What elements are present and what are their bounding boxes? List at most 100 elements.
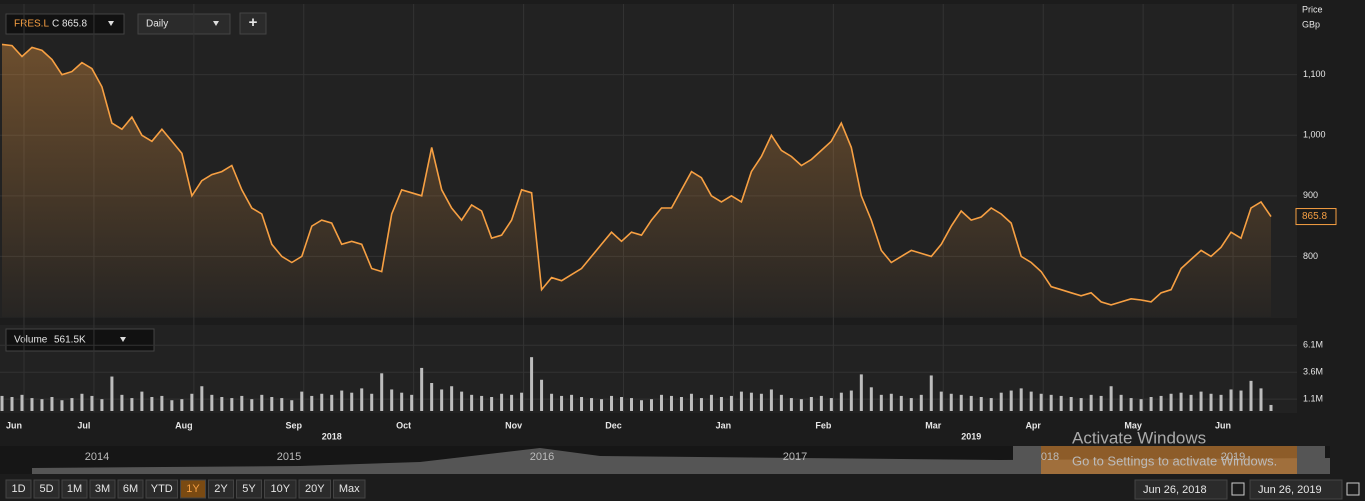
volume-bar xyxy=(230,398,234,411)
volume-bar xyxy=(340,390,344,411)
volume-bar xyxy=(1229,389,1233,411)
x-tick-label: Oct xyxy=(396,420,411,430)
volume-bar xyxy=(669,395,673,411)
range-button[interactable] xyxy=(145,479,178,499)
volume-bar xyxy=(739,391,743,411)
volume-bar xyxy=(10,397,14,411)
volume-bar xyxy=(859,374,863,411)
interval: Daily xyxy=(146,19,168,30)
volume-bar xyxy=(1199,391,1203,411)
x-tick-label: Jun xyxy=(6,420,22,430)
add: + xyxy=(249,14,258,31)
navigator-handle[interactable] xyxy=(1297,446,1325,474)
x-tick-label: May xyxy=(1124,420,1142,430)
calendar-icon[interactable] xyxy=(1231,482,1245,496)
volume-bar xyxy=(0,395,4,411)
range-button-label: 6M xyxy=(123,483,138,495)
date-field[interactable] xyxy=(1134,479,1228,500)
volume-bar xyxy=(939,391,943,411)
range-button[interactable] xyxy=(89,479,116,499)
x-tick-label: Feb xyxy=(815,420,832,430)
volume-bar xyxy=(90,395,94,411)
volume-bar xyxy=(370,393,374,411)
watermark-text: Go to Settings to activate Windows. xyxy=(1072,453,1277,468)
volume-bar xyxy=(1029,391,1033,411)
volume-bar xyxy=(620,397,624,411)
volume-bar xyxy=(1019,388,1023,411)
volume-bar xyxy=(300,391,304,411)
year-label: 2019 xyxy=(961,431,981,441)
volume-bar xyxy=(1259,388,1263,411)
volume-bar xyxy=(639,400,643,411)
volume-bar xyxy=(1069,397,1073,411)
range-button[interactable] xyxy=(298,479,331,499)
range-button[interactable] xyxy=(264,479,297,499)
volume-bar xyxy=(70,398,74,411)
volume-bar xyxy=(1219,394,1223,411)
range-button[interactable] xyxy=(61,479,88,499)
range-button-label: 2Y xyxy=(214,483,228,495)
volume-bar xyxy=(410,394,414,411)
date-field[interactable] xyxy=(1249,479,1343,500)
x-tick-label: Jul xyxy=(77,420,90,430)
volume-bar xyxy=(400,392,404,411)
volume-bar xyxy=(610,395,614,411)
range-button[interactable] xyxy=(208,479,234,499)
volume-bar xyxy=(280,398,284,411)
navigator-silhouette xyxy=(32,448,1330,474)
navigator-window[interactable] xyxy=(1013,446,1323,474)
volume-bar xyxy=(600,399,604,411)
close: C 865.8 xyxy=(52,19,87,30)
y-tick-label: 1,000 xyxy=(1303,130,1326,140)
caret xyxy=(120,337,126,342)
range-button[interactable] xyxy=(117,479,144,499)
volume-bar xyxy=(799,399,803,411)
navigator-year: 2019 xyxy=(1221,451,1245,463)
axis-unit: GBp xyxy=(1302,19,1320,29)
volume-bar xyxy=(719,397,723,411)
range-button-label: 5Y xyxy=(242,483,256,495)
calendar-icon[interactable] xyxy=(1346,482,1360,496)
volume-bar xyxy=(200,386,204,411)
volume-bar xyxy=(1269,404,1273,411)
volume-bar xyxy=(270,397,274,411)
range-button-label: 10Y xyxy=(270,483,290,495)
volume-bar xyxy=(1239,390,1243,411)
volume-bar xyxy=(1009,390,1013,411)
volume-bar xyxy=(250,399,254,411)
caret xyxy=(108,21,114,26)
range-button[interactable] xyxy=(180,479,206,499)
range-button-label: 1Y xyxy=(186,483,200,495)
volume-bar xyxy=(1039,393,1043,411)
volume-bar xyxy=(150,397,154,411)
range-button[interactable] xyxy=(236,479,262,499)
volume-bar xyxy=(550,393,554,411)
volume-bar xyxy=(470,394,474,411)
x-tick-label: Mar xyxy=(925,420,942,430)
interval-dropdown[interactable] xyxy=(137,13,231,35)
navigator-year: 2015 xyxy=(277,451,301,463)
volume-bar xyxy=(80,393,84,411)
volume-bar xyxy=(1119,394,1123,411)
range-button[interactable] xyxy=(5,479,32,499)
volume-bar xyxy=(40,399,44,411)
volume-bar xyxy=(1079,398,1083,411)
range-button-label: YTD xyxy=(151,483,173,495)
volume-bar xyxy=(969,395,973,411)
volume-bar xyxy=(999,392,1003,411)
add-button[interactable] xyxy=(239,12,267,35)
volume-bar xyxy=(220,397,224,411)
range-button[interactable] xyxy=(333,479,366,499)
volume-bar xyxy=(580,397,584,411)
volume-bar xyxy=(1159,395,1163,411)
navigator-handle[interactable] xyxy=(1013,446,1041,474)
x-tick-label: Aug xyxy=(175,420,193,430)
symbol-dropdown[interactable] xyxy=(5,13,125,35)
volume-bar xyxy=(909,398,913,411)
volume-bar xyxy=(100,399,104,411)
range-button[interactable] xyxy=(33,479,60,499)
price-line xyxy=(1,43,1272,306)
volume-bar xyxy=(630,398,634,411)
x-tick-label: Jan xyxy=(716,420,732,430)
